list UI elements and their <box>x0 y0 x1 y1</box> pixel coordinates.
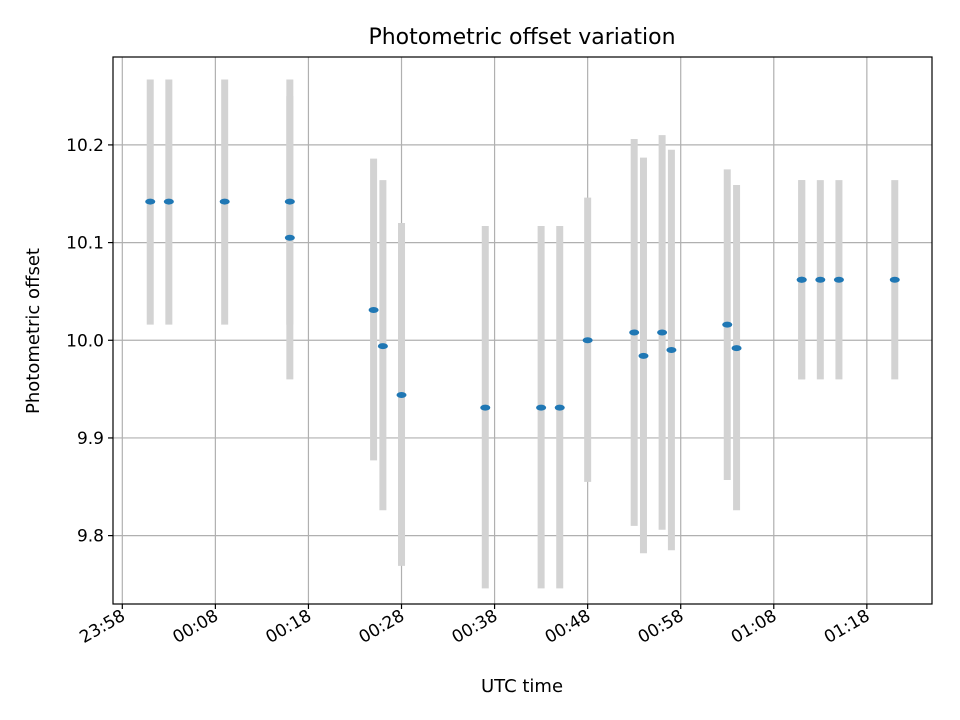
data-point <box>638 352 649 359</box>
data-point <box>163 198 174 205</box>
data-point <box>722 321 733 328</box>
data-point <box>666 347 677 354</box>
data-point <box>480 404 491 411</box>
data-point <box>145 198 156 205</box>
data-point <box>377 343 388 350</box>
y-tick-label: 10.0 <box>66 331 104 351</box>
data-point <box>396 391 407 398</box>
grid <box>113 57 932 604</box>
data-point <box>554 404 565 411</box>
plot-frame <box>112 56 933 605</box>
data-point <box>219 198 230 205</box>
data-point <box>284 198 295 205</box>
data-point <box>796 276 807 283</box>
y-tick-label: 10.1 <box>66 234 104 254</box>
data-point <box>815 276 826 283</box>
y-tick-label: 9.9 <box>77 429 104 449</box>
data-points <box>145 198 900 411</box>
data-point <box>536 404 547 411</box>
y-tick-label: 10.2 <box>66 136 104 156</box>
data-point <box>582 337 593 344</box>
data-point <box>889 276 900 283</box>
data-point <box>731 345 742 352</box>
data-point <box>629 329 640 336</box>
data-point <box>284 234 295 241</box>
chart-title: Photometric offset variation <box>368 25 675 50</box>
y-axis-ticks: 9.8 9.9 10.0 10.1 10.2 <box>66 136 113 547</box>
x-axis-label: UTC time <box>481 676 563 697</box>
data-point <box>833 276 844 283</box>
y-axis-label: Photometric offset <box>23 248 44 414</box>
y-tick-label: 9.8 <box>77 527 104 547</box>
data-point <box>657 329 668 336</box>
data-point <box>368 306 379 313</box>
